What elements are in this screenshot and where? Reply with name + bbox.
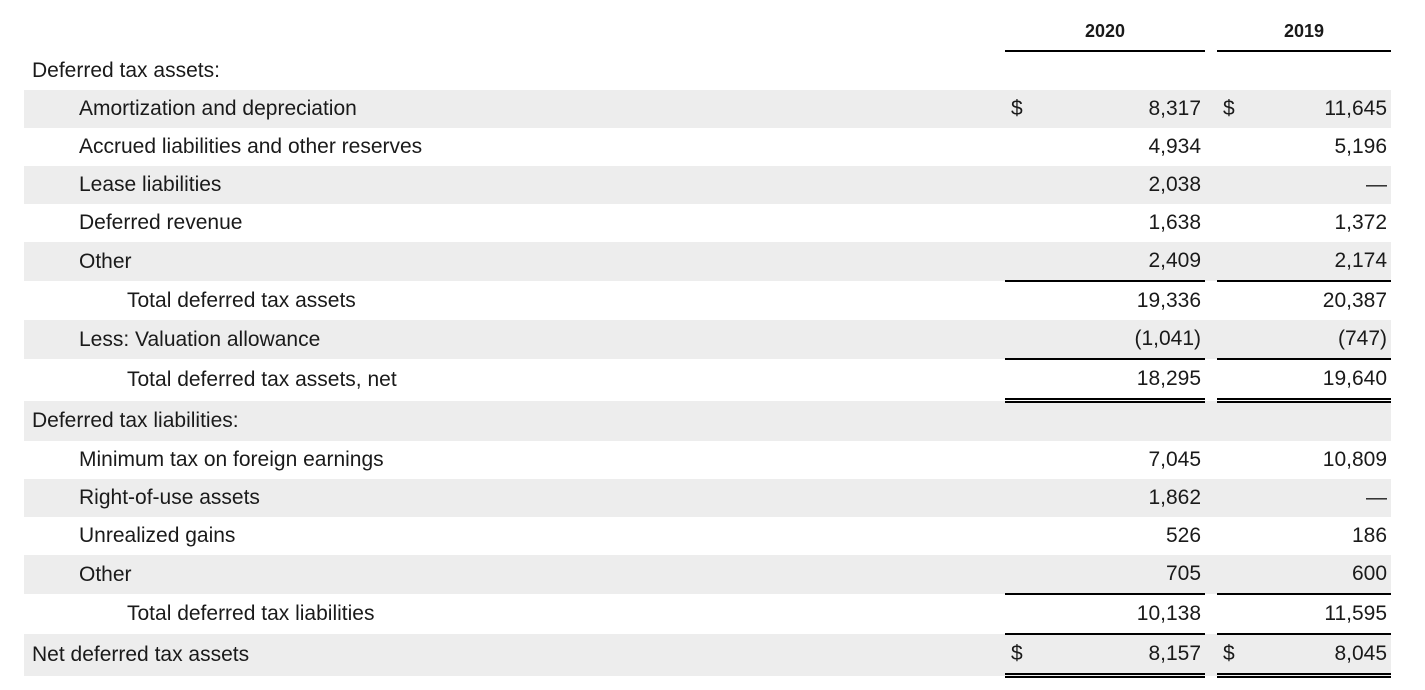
value-2020: 705: [1035, 555, 1206, 594]
table-row: Right-of-use assets 1,862 —: [24, 479, 1392, 517]
year-header-2020: 2020: [1005, 12, 1206, 52]
table-row: Less: Valuation allowance (1,041) (747): [24, 320, 1392, 359]
currency-symbol: $: [1217, 633, 1248, 678]
row-label: Unrealized gains: [79, 524, 236, 547]
value-2020: (1,041): [1035, 320, 1206, 359]
row-label: Total deferred tax assets, net: [127, 367, 397, 391]
value-2019: 11,595: [1247, 593, 1392, 634]
row-label: Total deferred tax assets: [127, 288, 356, 312]
value-2020: 19,336: [1035, 280, 1206, 320]
value-2020: 1,862: [1035, 479, 1206, 517]
value-2020: 18,295: [1035, 358, 1206, 403]
section-heading-assets: Deferred tax assets:: [24, 51, 1391, 90]
value-2019: 19,640: [1247, 358, 1392, 403]
table-row: Unrealized gains 526 186: [24, 517, 1391, 555]
currency-symbol: $: [1005, 90, 1035, 128]
table-row: Lease liabilities 2,038 —: [24, 166, 1392, 204]
value-2020: 2,409: [1035, 242, 1206, 281]
value-2019: 20,387: [1247, 280, 1392, 320]
section-heading-liabilities: Deferred tax liabilities:: [24, 400, 1392, 441]
value-2019: 2,174: [1247, 242, 1392, 281]
value-2019: 5,196: [1334, 135, 1388, 158]
row-label: Less: Valuation allowance: [24, 320, 1005, 359]
value-2020: 1,638: [1148, 211, 1202, 234]
row-label: Deferred tax assets:: [32, 58, 220, 82]
table-row: Other 2,409 2,174: [24, 242, 1392, 281]
value-2020: 10,138: [1035, 593, 1206, 634]
total-row: Total deferred tax assets, net 18,295 19…: [24, 358, 1392, 403]
subtotal-row: Total deferred tax liabilities 10,138 11…: [24, 593, 1392, 634]
row-label: Right-of-use assets: [24, 479, 1005, 517]
table-row: Minimum tax on foreign earnings 7,045 10…: [24, 441, 1391, 479]
value-2019: 10,809: [1322, 448, 1388, 471]
value-2020: 8,317: [1035, 90, 1206, 128]
deferred-tax-table: 2020 2019 Deferred tax assets: Amortizat…: [24, 12, 1392, 678]
row-label: Net deferred tax assets: [24, 634, 1005, 676]
table-row: Other 705 600: [24, 555, 1392, 594]
row-label: Lease liabilities: [24, 166, 1005, 204]
value-2020: 2,038: [1035, 166, 1206, 204]
net-total-row: Net deferred tax assets $ 8,157 $ 8,045: [24, 633, 1392, 678]
table-row: Accrued liabilities and other reserves 4…: [24, 128, 1391, 166]
value-2019: 600: [1247, 555, 1392, 594]
row-label: Total deferred tax liabilities: [127, 602, 375, 625]
row-label: Other: [24, 555, 1005, 594]
value-2020: 8,157: [1035, 633, 1206, 678]
row-label: Other: [24, 242, 1005, 281]
value-2019: 8,045: [1247, 633, 1392, 678]
value-2019: —: [1247, 166, 1392, 204]
header-row: 2020 2019: [24, 12, 1392, 52]
row-label: Minimum tax on foreign earnings: [79, 448, 384, 471]
table-row: Amortization and depreciation $ 8,317 $ …: [24, 90, 1392, 128]
row-label: Amortization and depreciation: [24, 90, 1005, 128]
table-row: Deferred revenue 1,638 1,372: [24, 204, 1391, 242]
row-label: Accrued liabilities and other reserves: [79, 135, 423, 158]
value-2019: —: [1247, 479, 1392, 517]
subtotal-row: Total deferred tax assets 19,336 20,387: [24, 280, 1392, 320]
currency-symbol: $: [1005, 633, 1035, 678]
year-header-2019: 2019: [1217, 12, 1392, 52]
value-2019: 11,645: [1247, 90, 1392, 128]
value-2020: 7,045: [1148, 448, 1202, 471]
value-2019: (747): [1247, 320, 1392, 359]
row-label: Deferred revenue: [79, 211, 243, 234]
value-2020: 526: [1165, 524, 1202, 547]
value-2019: 186: [1351, 524, 1388, 547]
currency-symbol: $: [1217, 90, 1248, 128]
row-label: Deferred tax liabilities:: [24, 400, 1005, 441]
value-2020: 4,934: [1148, 135, 1202, 158]
value-2019: 1,372: [1334, 211, 1388, 234]
